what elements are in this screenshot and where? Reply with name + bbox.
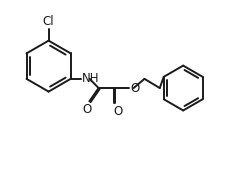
Text: Cl: Cl: [43, 15, 54, 28]
Text: NH: NH: [82, 72, 99, 85]
Text: O: O: [131, 81, 140, 94]
Text: O: O: [113, 105, 122, 118]
Text: O: O: [82, 103, 92, 116]
